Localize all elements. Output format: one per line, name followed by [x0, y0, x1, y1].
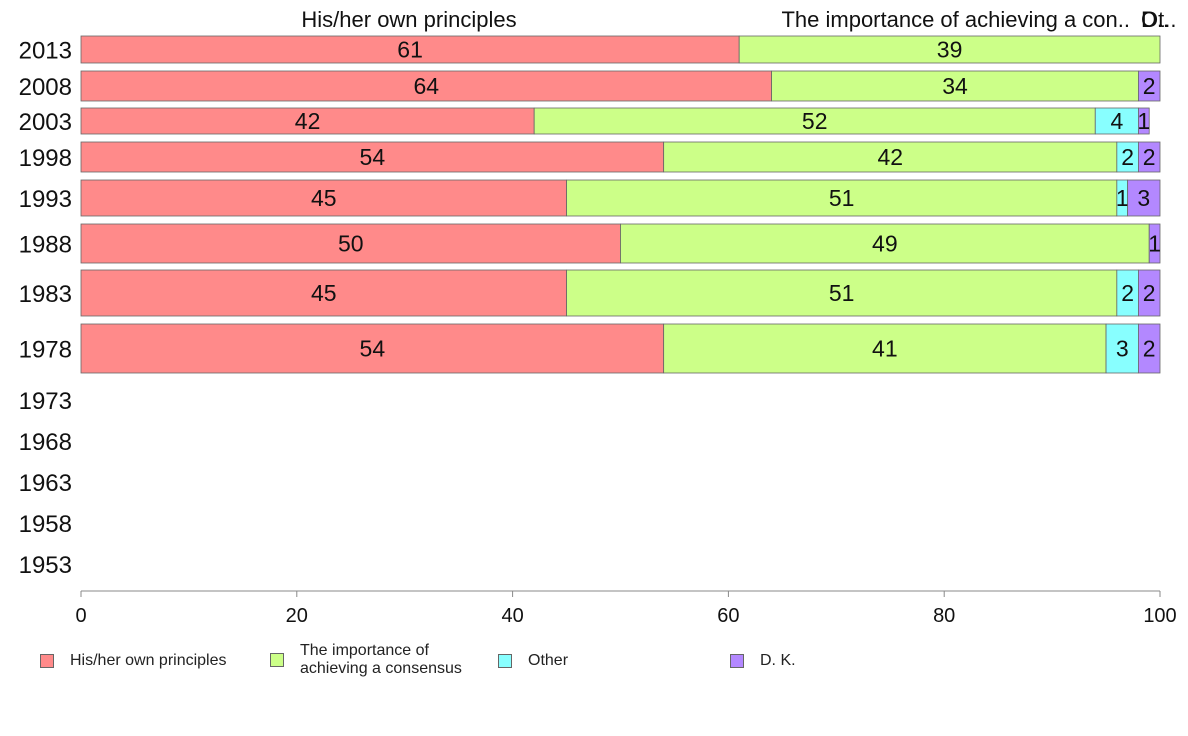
category-label: 1953 — [19, 552, 72, 579]
bar-segment — [620, 223, 1150, 264]
bar-segment — [1127, 179, 1161, 217]
category-label: 1978 — [19, 337, 72, 364]
bar-segment — [80, 323, 665, 374]
data-label: 1 — [1116, 185, 1129, 211]
bar-segment — [80, 223, 621, 264]
category-label: 1973 — [19, 388, 72, 415]
legend-item-dk: D. K. — [730, 652, 796, 670]
bar-segment — [566, 179, 1118, 217]
bar-segment — [1138, 323, 1161, 374]
data-label: 45 — [311, 185, 337, 211]
data-label: 1 — [1148, 231, 1161, 257]
category-label: 1958 — [19, 511, 72, 538]
category-label: 1998 — [19, 145, 72, 172]
data-label: 51 — [829, 185, 855, 211]
category-label: 2008 — [19, 74, 72, 101]
bar-segment — [566, 269, 1118, 317]
data-label: 51 — [829, 280, 855, 306]
legend-swatch-principles — [40, 654, 54, 668]
bar-segment — [1138, 107, 1150, 135]
category-label: 2003 — [19, 109, 72, 136]
x-tick-label: 0 — [75, 605, 86, 627]
x-tick-label: 100 — [1143, 605, 1176, 627]
category-label: 1983 — [19, 281, 72, 308]
header-label: The importance of achieving a con.. — [781, 7, 1130, 32]
bar-segment — [80, 70, 772, 102]
legend-item-other: Other — [498, 652, 568, 670]
data-label: 42 — [295, 108, 321, 134]
x-tick-label: 20 — [286, 605, 308, 627]
data-label: 2 — [1143, 73, 1156, 99]
data-label: 64 — [413, 73, 439, 99]
bar-segment — [533, 107, 1096, 135]
bar-segment — [1148, 223, 1161, 264]
legend-item-consensus: The importance of achieving a consensus — [270, 642, 462, 678]
bar-segment — [80, 269, 567, 317]
data-label: 41 — [872, 336, 898, 362]
data-label: 2 — [1121, 144, 1134, 170]
category-label: 1963 — [19, 470, 72, 497]
data-label: 50 — [338, 231, 364, 257]
stacked-bar-chart: His/her own principles The importance of … — [19, 7, 1177, 627]
category-label: 1968 — [19, 429, 72, 456]
legend-label-principles: His/her own principles — [70, 652, 227, 669]
legend-label-dk: D. K. — [760, 652, 796, 669]
legend-label-other: Other — [528, 652, 569, 669]
x-tick-label: 60 — [717, 605, 739, 627]
category-label: 2013 — [19, 38, 72, 65]
data-label: 2 — [1121, 280, 1134, 306]
header-label: Ot.. — [1141, 7, 1176, 32]
bar-segment — [771, 70, 1139, 102]
data-label: 54 — [360, 336, 386, 362]
data-label: 2 — [1143, 144, 1156, 170]
bar-segment — [80, 35, 740, 64]
data-label: 4 — [1110, 108, 1123, 134]
x-tick-label: 80 — [933, 605, 955, 627]
data-label: 45 — [311, 280, 337, 306]
data-label: 42 — [877, 144, 903, 170]
data-label: 61 — [397, 37, 423, 63]
bar-segment — [1138, 141, 1161, 173]
legend-swatch-other — [498, 654, 512, 668]
data-label: 2 — [1143, 336, 1156, 362]
legend-label-consensus: The importance of achieving a consensus — [300, 642, 462, 677]
x-tick-label: 40 — [501, 605, 523, 627]
data-label: 54 — [360, 144, 386, 170]
data-label: 2 — [1143, 280, 1156, 306]
bar-segment — [663, 323, 1107, 374]
bar-segment — [1094, 107, 1139, 135]
header-label: D.. — [1141, 7, 1169, 32]
category-label: 1988 — [19, 232, 72, 259]
category-label: 1993 — [19, 186, 72, 213]
bar-segment — [1138, 70, 1161, 102]
legend-item-principles: His/her own principles — [40, 652, 227, 670]
data-label: 49 — [872, 231, 898, 257]
data-label: 1 — [1137, 108, 1150, 134]
data-label: 3 — [1137, 185, 1150, 211]
bar-segment — [738, 35, 1161, 64]
data-label: 3 — [1116, 336, 1129, 362]
data-label: 39 — [937, 37, 963, 63]
legend-swatch-dk — [730, 654, 744, 668]
legend: His/her own principles The importance of… — [0, 642, 1188, 692]
data-label: 52 — [802, 108, 828, 134]
bar-segment — [80, 107, 535, 135]
bar-segment — [80, 141, 665, 173]
data-label: 34 — [942, 73, 968, 99]
legend-swatch-consensus — [270, 653, 284, 667]
header-label: His/her own principles — [301, 7, 516, 32]
bar-segment — [1138, 269, 1161, 317]
